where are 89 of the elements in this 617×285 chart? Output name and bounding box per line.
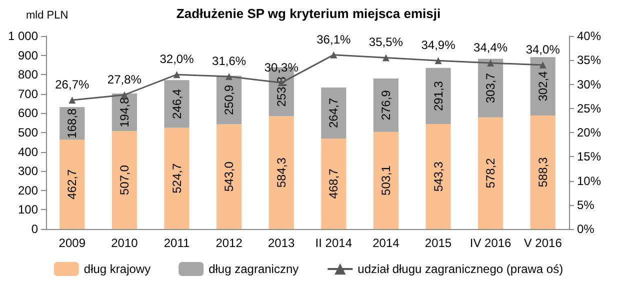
y2-tick-label: 10%	[577, 174, 602, 188]
bar	[426, 68, 451, 124]
y2-tick-label: 35%	[577, 53, 602, 68]
x-tick-label: 2012	[216, 236, 243, 250]
point	[382, 54, 390, 62]
data-label: 303,7	[484, 72, 498, 104]
y-tick-label: 1 000	[8, 29, 38, 43]
point	[68, 96, 76, 104]
point	[120, 91, 128, 98]
bar	[373, 132, 398, 229]
bar	[426, 124, 451, 229]
data-label: 276,9	[378, 90, 393, 120]
bar	[112, 131, 137, 229]
x-tick-label: 2011	[164, 236, 190, 250]
legend-label: dług zagraniczny	[208, 262, 299, 276]
data-label: 588,3	[536, 156, 550, 188]
data-label: 36,1%	[316, 32, 351, 46]
y2-tick-label: 25%	[577, 101, 602, 116]
bar	[164, 80, 190, 128]
bar	[530, 115, 556, 229]
data-label: 462,7	[65, 169, 80, 200]
chart-title: Zadłużenie SP wg kryterium miejsca emisji	[176, 6, 441, 21]
y2-tick-label: 40%	[577, 29, 602, 43]
data-label: 27,8%	[107, 72, 142, 86]
data-label: 584,3	[274, 157, 288, 188]
bar	[478, 117, 504, 229]
data-label: 34,4%	[474, 40, 508, 55]
y-tick-label: 300	[18, 164, 38, 178]
y-tick-label: 600	[18, 106, 38, 120]
bar	[164, 128, 190, 229]
y-axis-title: mld PLN	[26, 10, 68, 22]
point	[434, 57, 442, 64]
legend-label: udział długu zagranicznego (prawa oś)	[358, 262, 564, 276]
data-label: 246,4	[170, 88, 184, 119]
bar	[268, 116, 294, 229]
data-label: 194,8	[117, 97, 132, 128]
x-tick-label: 2013	[268, 236, 296, 250]
x-tick-label: 2015	[424, 236, 452, 250]
point	[330, 51, 338, 58]
data-label: 35,5%	[368, 35, 404, 50]
y2-tick-label: 20%	[577, 126, 602, 140]
data-label: 524,7	[170, 163, 184, 194]
data-label: 468,7	[326, 168, 341, 199]
x-tick-label: 2014	[372, 236, 400, 250]
x-tick-label: 2010	[111, 236, 138, 250]
data-label: 32,0%	[160, 52, 194, 66]
data-label: 30,3%	[264, 60, 299, 74]
y2-tick-label: 30%	[577, 77, 602, 92]
x-tick-label: IV 2016	[470, 236, 512, 250]
y-tick-label: 200	[18, 183, 38, 198]
point	[226, 73, 233, 80]
data-label: 31,6%	[212, 54, 246, 68]
bar	[60, 140, 85, 229]
data-label: 291,3	[431, 80, 446, 112]
data-label: 264,7	[326, 98, 341, 128]
y2-tick-label: 15%	[577, 150, 602, 164]
data-label: 250,9	[222, 84, 236, 116]
y-tick-label: 100	[18, 202, 38, 217]
data-label: 34,0%	[526, 42, 560, 56]
x-tick-label: II 2014	[315, 236, 352, 250]
point	[173, 71, 180, 78]
data-label: 543,3	[431, 161, 446, 192]
y-tick-label: 500	[18, 126, 38, 140]
data-label: 302,4	[536, 70, 550, 102]
bar	[216, 124, 242, 229]
legend-label: dług krajowy	[84, 262, 151, 276]
point	[487, 60, 494, 67]
y-tick-label: 400	[18, 144, 38, 159]
x-tick-label: 2009	[58, 236, 86, 250]
bar	[321, 138, 346, 229]
bar	[478, 58, 504, 118]
data-label: 26,7%	[55, 78, 90, 92]
y-tick-label: 800	[18, 68, 38, 82]
data-label: 168,8	[65, 108, 80, 138]
x-tick-label: V 2016	[524, 236, 562, 250]
data-label: 34,9%	[421, 38, 456, 52]
y2-tick-label: 5%	[577, 198, 595, 212]
y-tick-label: 700	[18, 86, 38, 101]
bar	[373, 78, 398, 132]
data-label: 543,0	[222, 161, 236, 192]
data-label: 507,0	[117, 164, 132, 196]
data-label: 578,2	[484, 158, 498, 188]
y-tick-label: 900	[18, 48, 38, 62]
point	[539, 61, 546, 68]
bar	[321, 87, 346, 139]
data-label: 503,1	[378, 165, 393, 196]
y-tick-label: 0	[31, 222, 38, 236]
y2-tick-label: 0%	[577, 222, 595, 236]
bar	[530, 57, 556, 116]
